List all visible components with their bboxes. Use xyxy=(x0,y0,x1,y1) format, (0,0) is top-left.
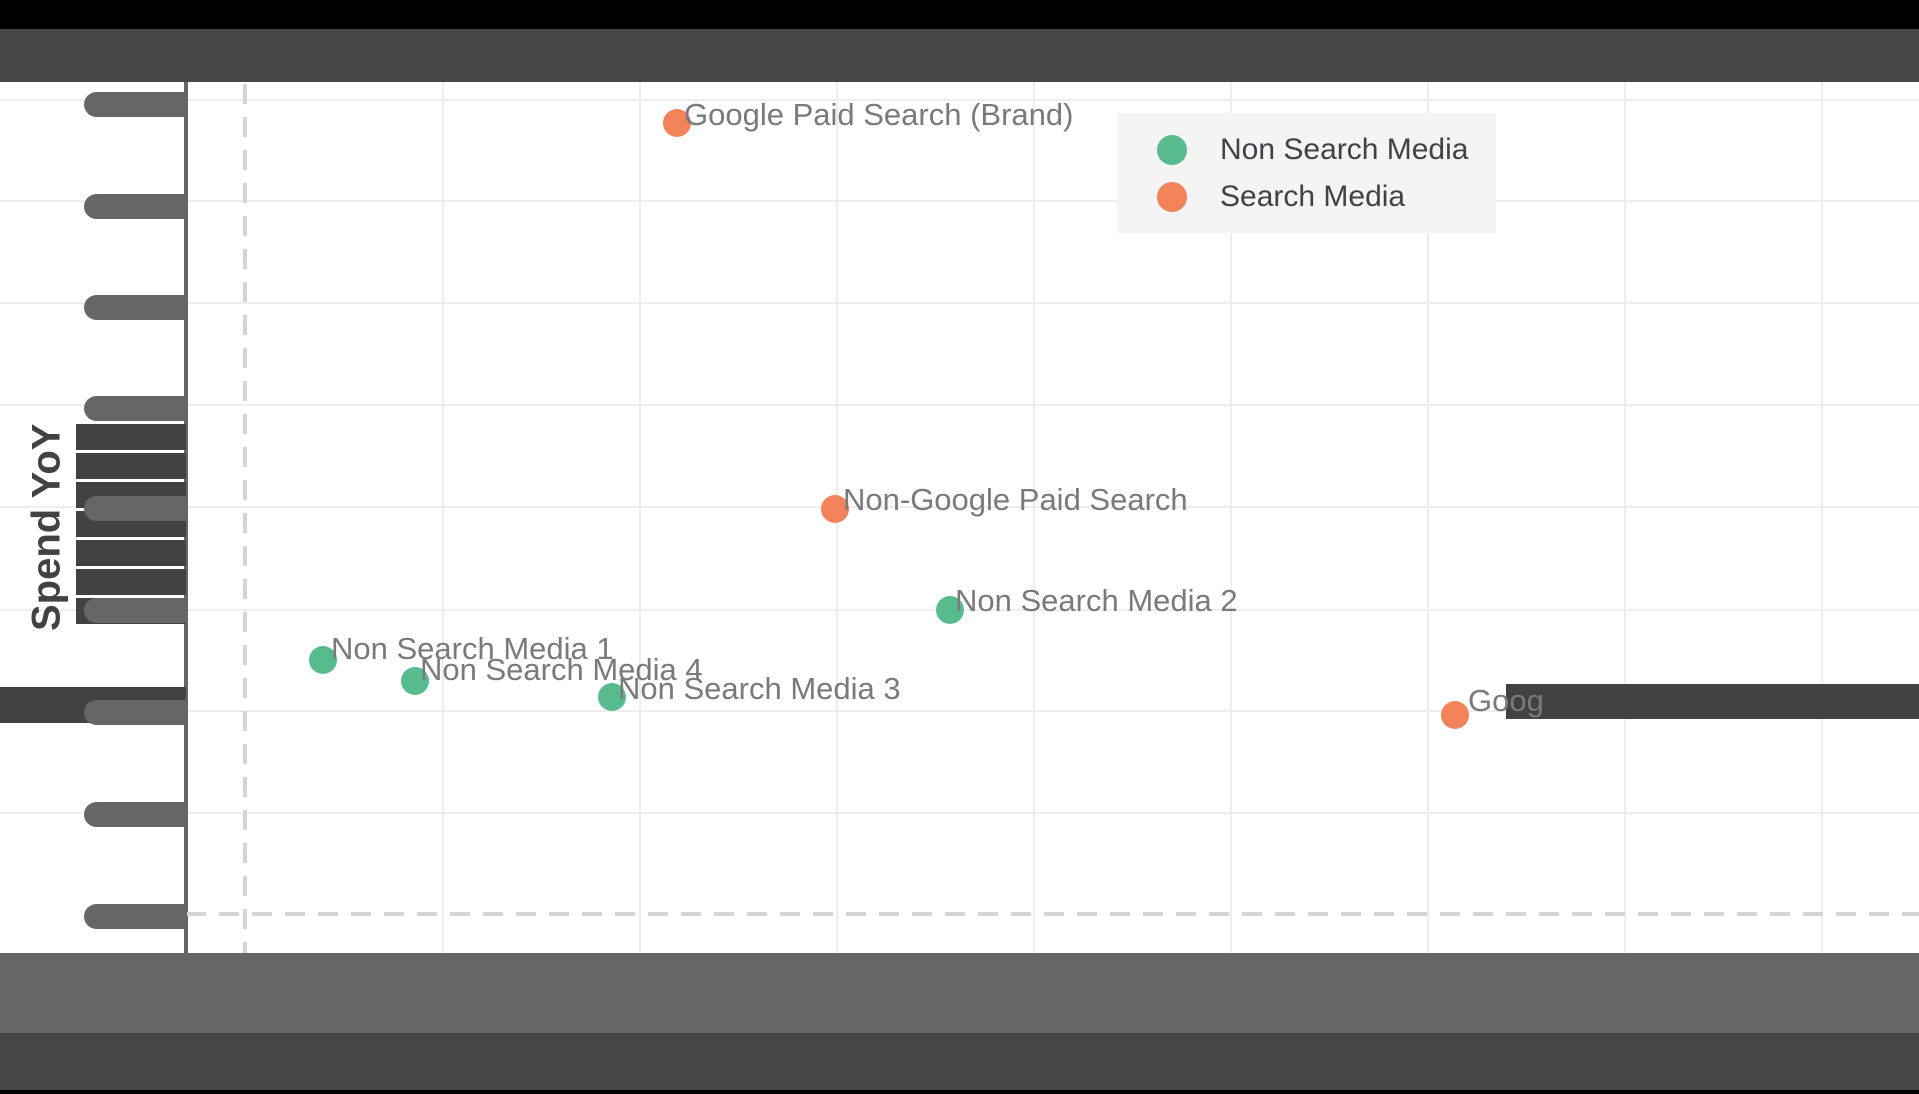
h-gridline xyxy=(0,404,1919,406)
h-gridline xyxy=(0,99,1919,101)
horizontal-reference-dashed-line xyxy=(186,912,1919,916)
point-label: Non Search Media 4 xyxy=(420,652,703,687)
x-axis-title-redaction-bar xyxy=(0,1033,1919,1090)
title-redaction-bar xyxy=(0,29,1919,82)
v-gridline xyxy=(1427,82,1429,953)
y-tick-redaction-bar xyxy=(84,294,187,320)
v-gridline xyxy=(1624,82,1626,953)
search-media-swatch xyxy=(1157,182,1187,212)
redaction-bar xyxy=(76,453,186,479)
non-search-media-swatch xyxy=(1157,135,1187,165)
y-tick-redaction-bar xyxy=(84,597,187,623)
scatter-point[interactable] xyxy=(821,495,849,523)
x-tick-labels-redaction-bar xyxy=(0,953,1919,1033)
scatter-point[interactable] xyxy=(1441,701,1469,729)
y-tick-redaction-bar xyxy=(84,699,187,725)
legend-label: Search Media xyxy=(1220,180,1406,213)
scatter-point[interactable] xyxy=(936,596,964,624)
redaction-bar xyxy=(1506,684,1919,719)
vertical-reference-dashed-line xyxy=(243,84,247,953)
v-gridline xyxy=(639,82,641,953)
scatter-point[interactable] xyxy=(309,646,337,674)
v-gridline xyxy=(442,82,444,953)
y-tick-redaction-bar xyxy=(84,495,187,521)
redaction-bar xyxy=(76,569,186,595)
scatter-point[interactable] xyxy=(663,109,691,137)
v-gridline xyxy=(1033,82,1035,953)
point-label: Google Paid Search (Brand) xyxy=(684,97,1074,132)
y-tick-redaction-bar xyxy=(84,91,187,117)
top-black-bar xyxy=(0,0,1919,29)
point-label: Non-Google Paid Search xyxy=(843,482,1188,517)
y-tick-redaction-bar xyxy=(84,903,187,929)
y-tick-redaction-bar xyxy=(84,193,187,219)
point-label: Non Search Media 3 xyxy=(618,671,901,706)
y-tick-redaction-bar xyxy=(84,395,187,421)
legend: Non Search Media Search Media xyxy=(1117,113,1496,233)
h-gridline xyxy=(0,506,1919,508)
point-label: Goog xyxy=(1468,683,1544,718)
point-label: Non Search Media 2 xyxy=(955,583,1238,618)
h-gridline xyxy=(0,302,1919,304)
point-label: Non Search Media 1 xyxy=(331,631,614,666)
v-gridline xyxy=(1230,82,1232,953)
y-axis-title: Spend YoY xyxy=(24,423,69,631)
bottom-black-bar xyxy=(0,1090,1919,1094)
scatter-point[interactable] xyxy=(598,683,626,711)
h-gridline xyxy=(0,710,1919,712)
scatter-point[interactable] xyxy=(401,667,429,695)
h-gridline xyxy=(0,200,1919,202)
redaction-bar xyxy=(76,424,186,450)
legend-label: Non Search Media xyxy=(1220,133,1469,166)
v-gridline xyxy=(1821,82,1823,953)
h-gridline xyxy=(0,812,1919,814)
y-tick-redaction-bar xyxy=(84,801,187,827)
redaction-bar xyxy=(76,540,186,566)
